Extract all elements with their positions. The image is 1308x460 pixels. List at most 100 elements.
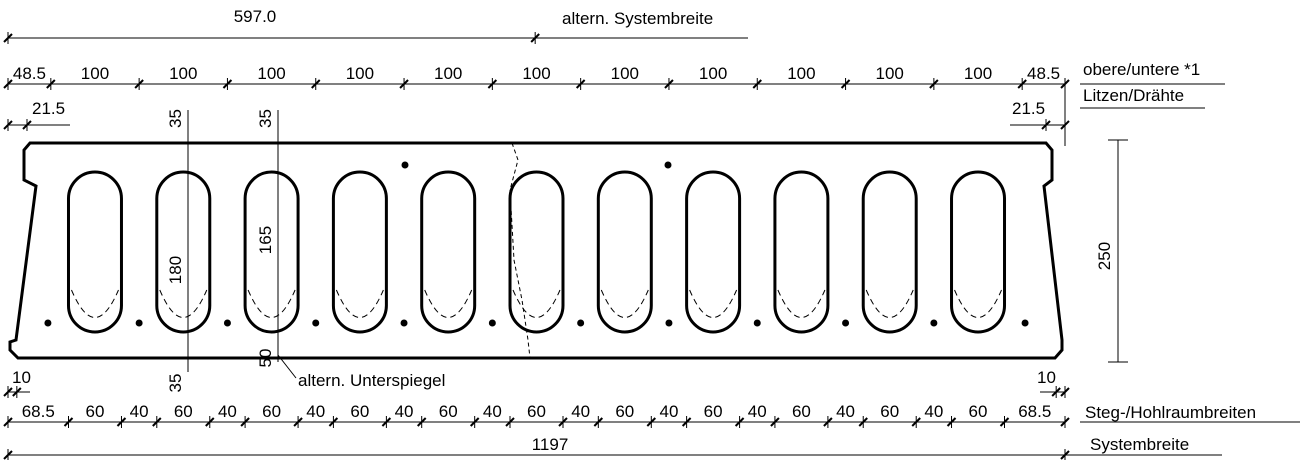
dim-label: 40 bbox=[130, 402, 149, 421]
tick bbox=[646, 417, 657, 427]
dim-label: 100 bbox=[169, 64, 197, 83]
dim-label: 100 bbox=[964, 64, 992, 83]
dim-label: 100 bbox=[522, 64, 550, 83]
dim-label: 60 bbox=[86, 402, 105, 421]
dim-label: 100 bbox=[346, 64, 374, 83]
dim-label: 100 bbox=[876, 64, 904, 83]
tick bbox=[681, 417, 692, 427]
tick bbox=[3, 79, 13, 89]
dim-label: 60 bbox=[880, 402, 899, 421]
void bbox=[685, 170, 742, 334]
dim-label: 100 bbox=[257, 64, 285, 83]
tick bbox=[946, 417, 957, 427]
dim-label: 60 bbox=[439, 402, 458, 421]
strand-note: obere/untere *1 bbox=[1083, 60, 1200, 79]
tick bbox=[823, 417, 833, 427]
void bbox=[596, 170, 653, 334]
dimension-layer: 48.5 100 100 100 100 100 100 100 100 100 100 100 48.… bbox=[3, 32, 1070, 460]
void bbox=[243, 170, 300, 334]
tick bbox=[858, 417, 868, 427]
tick bbox=[734, 417, 745, 427]
tick bbox=[840, 79, 851, 89]
edge-label: 21.5 bbox=[32, 99, 65, 118]
void-detail bbox=[159, 289, 208, 318]
strand bbox=[1021, 319, 1029, 327]
void-detail bbox=[335, 289, 384, 318]
tick bbox=[929, 79, 939, 89]
void-detail bbox=[954, 289, 1002, 318]
dim-label: 60 bbox=[527, 402, 546, 421]
strand bbox=[488, 319, 496, 327]
dim-label: 40 bbox=[218, 402, 237, 421]
void bbox=[508, 170, 565, 334]
bottom-note: altern. Unterspiegel bbox=[298, 371, 445, 390]
dim-label: 100 bbox=[434, 64, 462, 83]
dim-label: 40 bbox=[659, 402, 678, 421]
void-detail bbox=[865, 289, 914, 318]
tick bbox=[205, 417, 215, 427]
alt-system-note: altern. Systembreite bbox=[562, 9, 713, 28]
void bbox=[773, 170, 830, 334]
tick bbox=[116, 417, 127, 427]
dim-label: 68.5 bbox=[22, 402, 55, 421]
strand bbox=[223, 319, 231, 327]
dim-label: 100 bbox=[611, 64, 639, 83]
edge-label: 21.5 bbox=[1012, 99, 1045, 118]
tick bbox=[134, 79, 144, 89]
tick bbox=[311, 79, 321, 89]
void bbox=[66, 170, 123, 334]
void-height-label: 165 bbox=[256, 226, 275, 254]
dim-label: 68.5 bbox=[1018, 402, 1051, 421]
cover-label: 35 bbox=[256, 109, 275, 128]
dim-label: 60 bbox=[969, 402, 988, 421]
void-detail bbox=[71, 289, 119, 318]
dim-label: 40 bbox=[395, 402, 414, 421]
dim-label: 60 bbox=[174, 402, 193, 421]
cover-label: 35 bbox=[166, 109, 185, 128]
tick bbox=[63, 417, 74, 427]
slab-outline bbox=[8, 141, 1064, 360]
strand bbox=[577, 319, 585, 327]
strand bbox=[664, 161, 672, 169]
dim-label: 60 bbox=[350, 402, 369, 421]
tick bbox=[469, 417, 480, 427]
void bbox=[155, 170, 212, 334]
dim-label: 40 bbox=[924, 402, 943, 421]
void-height-label: 180 bbox=[166, 256, 185, 284]
tick bbox=[222, 79, 233, 89]
tick bbox=[416, 417, 427, 427]
void-detail bbox=[247, 289, 296, 318]
dim-label: 40 bbox=[483, 402, 502, 421]
tick bbox=[593, 417, 604, 427]
dim-label: 60 bbox=[704, 402, 723, 421]
strand bbox=[930, 319, 938, 327]
dim-label: 40 bbox=[571, 402, 590, 421]
total-label: 1197 bbox=[532, 435, 569, 454]
void-detail bbox=[512, 289, 561, 318]
tick bbox=[487, 79, 498, 89]
tick bbox=[999, 417, 1010, 427]
strand bbox=[400, 319, 408, 327]
tick bbox=[911, 417, 921, 427]
strand bbox=[753, 319, 761, 327]
system-note: Systembreite bbox=[1090, 435, 1189, 454]
dim-label: 100 bbox=[81, 64, 109, 83]
dim-label: 60 bbox=[262, 402, 281, 421]
void bbox=[950, 170, 1007, 334]
half-width-label: 597.0 bbox=[234, 7, 277, 26]
tick bbox=[46, 79, 56, 89]
dim-label: 60 bbox=[615, 402, 634, 421]
strand bbox=[312, 319, 320, 327]
strand bbox=[401, 161, 409, 169]
web-note: Steg-/Hohlraumbreiten bbox=[1085, 403, 1256, 422]
dim-label: 40 bbox=[748, 402, 767, 421]
tick bbox=[575, 79, 586, 89]
tick bbox=[399, 79, 409, 89]
void bbox=[420, 170, 477, 334]
dim-label: 60 bbox=[792, 402, 811, 421]
bottom-cover-label: 35 bbox=[166, 374, 185, 393]
tick bbox=[770, 417, 780, 427]
void-detail bbox=[777, 289, 826, 318]
tick bbox=[1017, 79, 1027, 89]
